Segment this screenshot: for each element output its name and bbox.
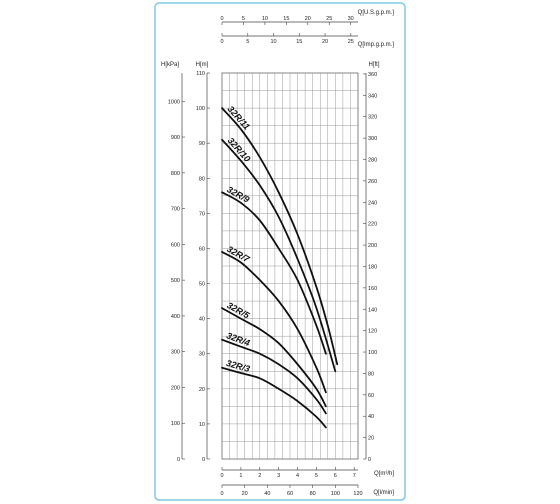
h-kpa-tick-label: 700 bbox=[171, 207, 180, 213]
h-m-tick-label: 40 bbox=[199, 317, 205, 323]
q-lmin-tick-label: 100 bbox=[331, 491, 340, 497]
q-usgpm-tick-label: 25 bbox=[326, 16, 332, 22]
h-m-tick-label: 20 bbox=[199, 387, 205, 393]
h-ft-tick-label: 120 bbox=[368, 329, 377, 335]
q-impgpm-tick-label: 10 bbox=[270, 39, 276, 45]
curve-32r-3 bbox=[221, 366, 327, 429]
h-ft-tick-label: 180 bbox=[368, 264, 377, 270]
h-kpa-tick-label: 500 bbox=[171, 278, 180, 284]
h-ft-tick-label: 260 bbox=[368, 179, 377, 185]
q-impgpm-tick-label: 15 bbox=[296, 39, 302, 45]
h-kpa-tick-label: 400 bbox=[171, 314, 180, 320]
curve-32r-9 bbox=[221, 191, 327, 355]
h-ft-tick-label: 140 bbox=[368, 307, 377, 313]
q-lmin-tick-label: 40 bbox=[264, 491, 270, 497]
q-usgpm-tick-label: 5 bbox=[242, 16, 245, 22]
h-kpa-tick-label: 800 bbox=[171, 171, 180, 177]
series-curves bbox=[221, 107, 339, 429]
q-impgpm-tick-label: 5 bbox=[246, 39, 249, 45]
h-kpa-tick-label: 100 bbox=[171, 421, 180, 427]
h-kpa-tick-label: 1000 bbox=[168, 99, 180, 105]
curve-32r-7 bbox=[221, 251, 327, 394]
q-lmin-tick-label: 80 bbox=[310, 491, 316, 497]
h-m-tick-label: 30 bbox=[199, 352, 205, 358]
h-ft-tick-label: 200 bbox=[368, 243, 377, 249]
q-usgpm-tick-label: 0 bbox=[220, 16, 223, 22]
h-ft-tick-label: 300 bbox=[368, 136, 377, 142]
h-ft-tick-label: 220 bbox=[368, 222, 377, 228]
h-m-tick-label: 100 bbox=[196, 106, 205, 112]
h-m-tick-label: 110 bbox=[196, 71, 205, 77]
q-impgpm-axis-title: Q[Imp.g.p.m.] bbox=[358, 42, 395, 48]
q-m3h-tick-label: 5 bbox=[315, 473, 318, 479]
q-usgpm-tick-label: 10 bbox=[262, 16, 268, 22]
h-ft-tick-label: 320 bbox=[368, 115, 377, 121]
h-ft-tick-label: 20 bbox=[368, 436, 374, 442]
q-lmin-axis-title: Q[l/min] bbox=[373, 490, 394, 496]
h-m-tick-label: 60 bbox=[199, 246, 205, 252]
h-ft-tick-label: 340 bbox=[368, 93, 377, 99]
h-m-tick-label: 80 bbox=[199, 176, 205, 182]
curve-32r-5 bbox=[221, 307, 327, 408]
h-kpa-axis-title: H[kPa] bbox=[161, 62, 179, 68]
h-ft-axis-title: H[ft] bbox=[368, 62, 379, 68]
h-ft-tick-label: 60 bbox=[368, 393, 374, 399]
q-lmin-tick-label: 0 bbox=[220, 491, 223, 497]
q-lmin-tick-label: 120 bbox=[353, 491, 362, 497]
h-m-tick-label: 90 bbox=[199, 141, 205, 147]
q-m3h-tick-label: 4 bbox=[296, 473, 299, 479]
q-impgpm-tick-label: 0 bbox=[220, 39, 223, 45]
q-m3h-tick-label: 3 bbox=[277, 473, 280, 479]
axes: 0102030405060708090100110H[m]01002003004… bbox=[161, 10, 394, 497]
q-m3h-tick-label: 0 bbox=[220, 473, 223, 479]
curve-32r-4 bbox=[221, 338, 327, 415]
h-m-axis-title: H[m] bbox=[196, 62, 209, 68]
q-m3h-axis-title: Q[m³/h] bbox=[374, 471, 394, 477]
plot-grid bbox=[221, 72, 359, 460]
curve-32r-10 bbox=[221, 138, 337, 373]
h-kpa-tick-label: 600 bbox=[171, 242, 180, 248]
h-ft-tick-label: 40 bbox=[368, 414, 374, 420]
q-m3h-tick-label: 1 bbox=[239, 473, 242, 479]
h-m-tick-label: 0 bbox=[202, 457, 205, 463]
h-kpa-tick-label: 300 bbox=[171, 350, 180, 356]
q-m3h-tick-label: 2 bbox=[258, 473, 261, 479]
h-m-tick-label: 70 bbox=[199, 211, 205, 217]
h-ft-tick-label: 160 bbox=[368, 286, 377, 292]
h-ft-tick-label: 240 bbox=[368, 200, 377, 206]
h-ft-tick-label: 360 bbox=[368, 72, 377, 78]
curve-32r-11 bbox=[221, 107, 339, 366]
q-m3h-tick-label: 7 bbox=[353, 473, 356, 479]
h-ft-tick-label: 280 bbox=[368, 158, 377, 164]
q-lmin-tick-label: 60 bbox=[287, 491, 293, 497]
q-lmin-tick-label: 20 bbox=[242, 491, 248, 497]
q-impgpm-tick-label: 25 bbox=[348, 39, 354, 45]
q-usgpm-tick-label: 15 bbox=[283, 16, 289, 22]
h-ft-tick-label: 80 bbox=[368, 371, 374, 377]
h-kpa-tick-label: 0 bbox=[177, 457, 180, 463]
q-impgpm-tick-label: 20 bbox=[322, 39, 328, 45]
q-usgpm-axis-title: Q[U.S.g.p.m.] bbox=[358, 10, 395, 16]
h-ft-tick-label: 0 bbox=[368, 457, 371, 463]
q-m3h-tick-label: 6 bbox=[334, 473, 337, 479]
h-ft-tick-label: 100 bbox=[368, 350, 377, 356]
q-usgpm-tick-label: 20 bbox=[305, 16, 311, 22]
h-m-tick-label: 10 bbox=[199, 422, 205, 428]
h-m-tick-label: 50 bbox=[199, 282, 205, 288]
h-kpa-tick-label: 200 bbox=[171, 385, 180, 391]
h-kpa-tick-label: 900 bbox=[171, 135, 180, 141]
q-usgpm-tick-label: 30 bbox=[348, 16, 354, 22]
